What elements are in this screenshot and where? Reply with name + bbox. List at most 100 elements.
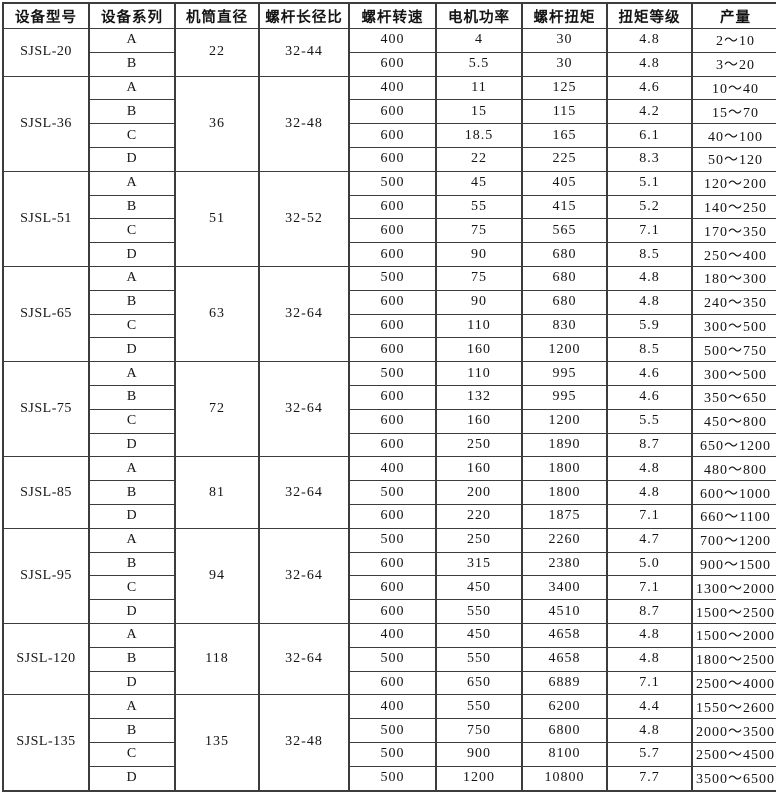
diameter-cell: 22: [174, 28, 260, 77]
series-cell: A: [88, 361, 176, 386]
torque-cell: 125: [521, 75, 608, 101]
table-row: D 600 22 225 8.3 50～120: [3, 146, 776, 172]
output-cell: 3～20: [691, 51, 776, 77]
series-cell: B: [88, 384, 176, 410]
diameter-cell: 94: [174, 527, 260, 624]
speed-cell: 500: [348, 718, 437, 743]
diameter-cell: 51: [174, 170, 260, 267]
speed-cell: 500: [348, 765, 437, 792]
model-cell: SJSL-95: [2, 527, 90, 624]
power-cell: 55: [435, 194, 523, 220]
grade-cell: 4.8: [606, 289, 693, 315]
grade-cell: 8.3: [606, 146, 693, 172]
torque-cell: 4658: [521, 646, 608, 672]
power-cell: 110: [435, 361, 523, 386]
ratio-cell: 32-48: [258, 75, 350, 172]
torque-cell: 10800: [521, 765, 608, 792]
series-cell: C: [88, 408, 176, 434]
speed-cell: 500: [348, 170, 437, 196]
speed-cell: 600: [348, 146, 437, 172]
series-cell: B: [88, 551, 176, 577]
power-cell: 250: [435, 432, 523, 458]
grade-cell: 4.6: [606, 361, 693, 386]
speed-cell: 600: [348, 313, 437, 339]
series-cell: C: [88, 218, 176, 244]
ratio-cell: 32-52: [258, 170, 350, 267]
series-cell: A: [88, 622, 176, 648]
series-cell: D: [88, 670, 176, 696]
series-cell: D: [88, 337, 176, 363]
series-cell: C: [88, 575, 176, 601]
series-cell: A: [88, 456, 176, 482]
power-cell: 200: [435, 480, 523, 505]
output-cell: 3500～6500: [691, 765, 776, 792]
torque-cell: 4510: [521, 599, 608, 624]
table-row: D 500 1200 10800 7.7 3500～6500: [3, 765, 776, 792]
grade-cell: 5.2: [606, 194, 693, 220]
column-header-1: 设备型号: [2, 2, 90, 29]
table-row: D 600 250 1890 8.7 650～1200: [3, 432, 776, 458]
grade-cell: 5.5: [606, 408, 693, 434]
series-cell: D: [88, 146, 176, 172]
power-cell: 90: [435, 289, 523, 315]
power-cell: 1200: [435, 765, 523, 792]
series-cell: C: [88, 123, 176, 148]
grade-cell: 4.6: [606, 384, 693, 410]
grade-cell: 4.7: [606, 527, 693, 553]
diameter-cell: 63: [174, 265, 260, 363]
torque-cell: 680: [521, 289, 608, 315]
column-header-5: 螺杆转速: [348, 2, 437, 29]
torque-cell: 225: [521, 146, 608, 172]
output-cell: 500～750: [691, 337, 776, 363]
column-header-3: 机筒直径: [174, 2, 260, 29]
diameter-cell: 135: [174, 694, 260, 791]
power-cell: 450: [435, 575, 523, 601]
speed-cell: 500: [348, 527, 437, 553]
grade-cell: 4.8: [606, 456, 693, 482]
grade-cell: 5.9: [606, 313, 693, 339]
series-cell: D: [88, 242, 176, 267]
torque-cell: 165: [521, 123, 608, 148]
table-row: SJSL-75 A 72 32-64 500 110 995 4.6 300～500: [2, 361, 776, 458]
output-cell: 480～800: [691, 456, 776, 482]
grade-cell: 4.8: [606, 51, 693, 77]
model-cell: SJSL-36: [2, 75, 90, 172]
speed-cell: 600: [348, 575, 437, 601]
torque-cell: 30: [521, 28, 608, 53]
table-row: D 600 220 1875 7.1 660～1100: [3, 503, 776, 529]
speed-cell: 400: [348, 75, 437, 101]
grade-cell: 8.5: [606, 337, 693, 363]
ratio-cell: 32-64: [258, 456, 350, 529]
power-cell: 750: [435, 718, 523, 743]
grade-cell: 4.2: [606, 99, 693, 125]
output-cell: 1550～2600: [691, 694, 776, 720]
output-cell: 1500～2500: [691, 599, 776, 624]
series-cell: A: [88, 527, 176, 553]
grade-cell: 4.8: [606, 622, 693, 648]
diameter-cell: 81: [174, 456, 260, 529]
table-row: SJSL-85 A 81 32-64 400 160 1800 4.8 480～800: [2, 456, 776, 529]
table-row: B 600 132 995 4.6 350～650: [3, 384, 776, 410]
output-cell: 450～800: [691, 408, 776, 434]
speed-cell: 600: [348, 218, 437, 244]
speed-cell: 400: [348, 694, 437, 720]
speed-cell: 600: [348, 194, 437, 220]
output-cell: 350～650: [691, 384, 776, 410]
table-row: C 600 110 830 5.9 300～500: [3, 313, 776, 339]
torque-cell: 6200: [521, 694, 608, 720]
output-cell: 240～350: [691, 289, 776, 315]
ratio-cell: 32-64: [258, 622, 350, 696]
speed-cell: 400: [348, 456, 437, 482]
output-cell: 1800～2500: [691, 646, 776, 672]
output-cell: 15～70: [691, 99, 776, 125]
speed-cell: 600: [348, 123, 437, 148]
grade-cell: 7.1: [606, 575, 693, 601]
grade-cell: 7.1: [606, 218, 693, 244]
output-cell: 2000～3500: [691, 718, 776, 743]
torque-cell: 115: [521, 99, 608, 125]
power-cell: 75: [435, 265, 523, 291]
power-cell: 160: [435, 456, 523, 482]
torque-cell: 405: [521, 170, 608, 196]
torque-cell: 1200: [521, 408, 608, 434]
torque-cell: 2380: [521, 551, 608, 577]
